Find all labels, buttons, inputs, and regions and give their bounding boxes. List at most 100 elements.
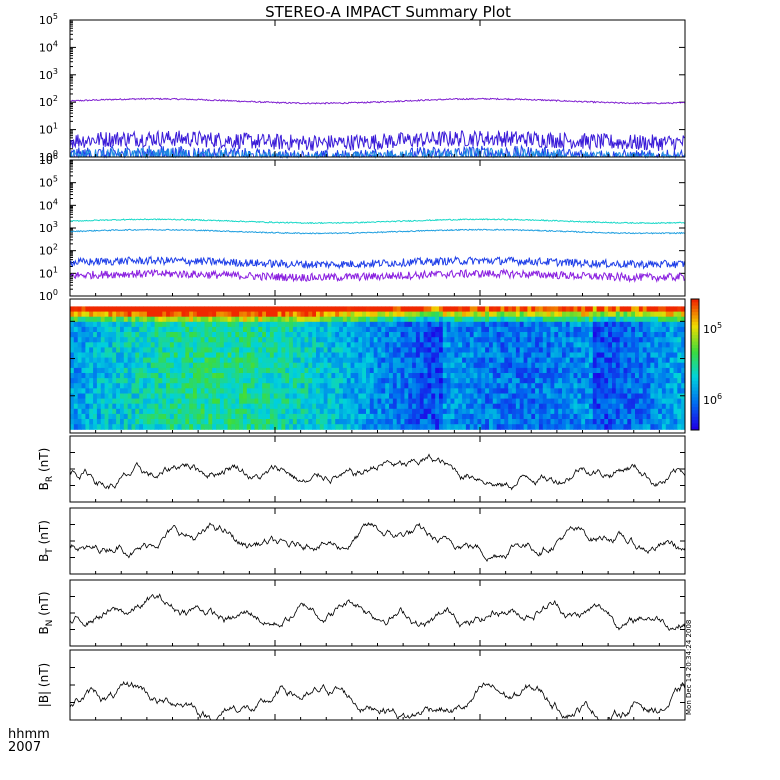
heatmap-cell: [166, 413, 171, 420]
heatmap-cell: [500, 367, 505, 374]
heatmap-cell: [604, 362, 609, 369]
heatmap-cell: [465, 321, 471, 328]
heatmap-cell: [127, 403, 132, 410]
heatmap-cell: [423, 419, 428, 425]
heatmap-cell: [431, 337, 436, 343]
heatmap-cell: [185, 357, 190, 364]
heatmap-cell: [596, 337, 601, 343]
ytick-label-exp: 5: [53, 12, 58, 21]
heatmap-cell: [169, 373, 175, 379]
heatmap-cell: [650, 408, 655, 415]
heatmap-cell: [427, 408, 432, 415]
heatmap-cell: [127, 408, 132, 415]
heatmap-cell: [273, 419, 278, 425]
heatmap-cell: [558, 332, 563, 338]
heatmap-cell: [619, 413, 624, 420]
heatmap-cell: [665, 342, 671, 348]
heatmap-cell: [527, 419, 532, 425]
heatmap-cell: [158, 357, 163, 364]
heatmap-cell: [208, 393, 213, 400]
heatmap-cell: [565, 424, 571, 430]
heatmap-cell: [216, 367, 221, 374]
heatmap-cell: [538, 306, 544, 312]
heatmap-cell: [200, 316, 205, 323]
heatmap-cell: [442, 393, 448, 400]
heatmap-cell: [300, 413, 305, 420]
heatmap-cell: [181, 306, 186, 312]
heatmap-cell: [116, 352, 121, 359]
heatmap-cell: [677, 347, 682, 353]
heatmap-cell: [419, 388, 425, 394]
heatmap-cell: [308, 373, 313, 379]
heatmap-cell: [627, 398, 632, 405]
heatmap-cell: [523, 362, 528, 369]
heatmap-cell: [131, 424, 136, 430]
heatmap-cell: [196, 378, 202, 384]
heatmap-cell: [166, 352, 171, 359]
heatmap-cell: [285, 342, 290, 348]
heatmap-cell: [427, 352, 432, 359]
heatmap-cell: [550, 408, 555, 415]
heatmap-cell: [73, 383, 79, 389]
heatmap-cell: [608, 357, 613, 364]
heatmap-cell: [292, 413, 298, 420]
heatmap-cell: [339, 362, 344, 369]
heatmap-cell: [627, 357, 632, 364]
heatmap-cell: [262, 332, 267, 338]
heatmap-cell: [143, 403, 148, 410]
heatmap-cell: [677, 311, 682, 318]
heatmap-cell: [289, 321, 294, 328]
heatmap-cell: [400, 367, 405, 374]
heatmap-cell: [573, 424, 578, 430]
heatmap-cell: [650, 373, 655, 379]
heatmap-cell: [227, 383, 232, 389]
heatmap-cell: [646, 352, 651, 359]
heatmap-cell: [127, 373, 132, 379]
heatmap-cell: [638, 342, 644, 348]
heatmap-cell: [596, 352, 601, 359]
heatmap-cell: [458, 321, 463, 328]
heatmap-cell: [70, 326, 75, 333]
heatmap-cell: [273, 352, 278, 359]
heatmap-cell: [581, 383, 586, 389]
heatmap-cell: [227, 326, 232, 333]
heatmap-cell: [350, 373, 355, 379]
heatmap-cell: [208, 362, 213, 369]
heatmap-cell: [366, 332, 371, 338]
heatmap-cell: [427, 326, 432, 333]
heatmap-cell: [358, 419, 363, 425]
heatmap-cell: [342, 378, 348, 384]
heatmap-cell: [408, 367, 413, 374]
heatmap-cell: [423, 357, 428, 364]
heatmap-cell: [231, 332, 236, 338]
heatmap-cell: [431, 316, 436, 323]
heatmap-cell: [608, 388, 613, 394]
heatmap-cell: [550, 362, 555, 369]
heatmap-cell: [231, 393, 236, 400]
heatmap-cell: [623, 342, 628, 348]
heatmap-cell: [485, 332, 490, 338]
heatmap-cell: [515, 398, 521, 405]
heatmap-cell: [681, 306, 686, 312]
heatmap-cell: [204, 332, 209, 338]
heatmap-cell: [93, 367, 98, 374]
heatmap-cell: [435, 367, 440, 374]
heatmap-cell: [112, 306, 117, 312]
heatmap-cell: [612, 383, 617, 389]
heatmap-cell: [473, 419, 478, 425]
heatmap-cell: [81, 408, 86, 415]
heatmap-cell: [415, 424, 421, 430]
heatmap-cell: [585, 321, 590, 328]
heatmap-cell: [404, 378, 409, 384]
heatmap-cell: [373, 419, 378, 425]
heatmap-cell: [565, 306, 571, 312]
heatmap-cell: [550, 393, 555, 400]
heatmap-cell: [212, 403, 217, 410]
heatmap-cell: [196, 337, 202, 343]
heatmap-cell: [642, 362, 647, 369]
heatmap-cell: [485, 367, 490, 374]
heatmap-cell: [412, 362, 417, 369]
heatmap-cell: [216, 373, 221, 379]
heatmap-cell: [373, 378, 378, 384]
heatmap-cell: [465, 332, 471, 338]
